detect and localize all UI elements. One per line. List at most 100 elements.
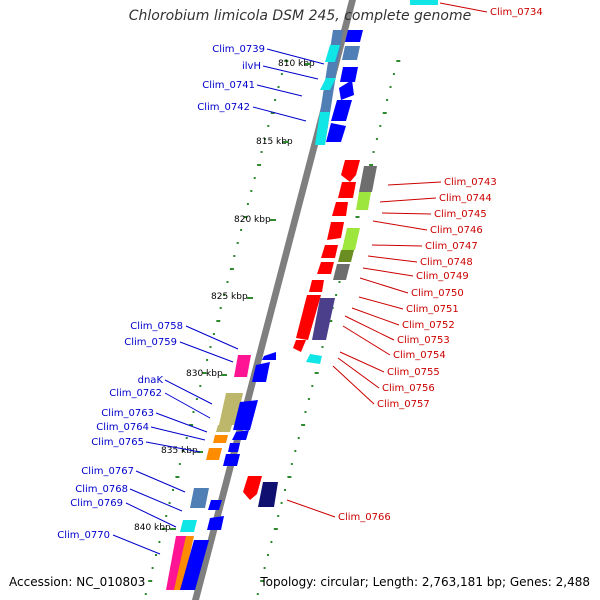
scale-label-815: 815 kbp: [256, 137, 293, 147]
leader-line: [344, 315, 395, 341]
track-tick: [379, 125, 382, 127]
gene-label[interactable]: Clim_0744: [439, 193, 492, 204]
gene-label[interactable]: Clim_0742: [197, 102, 250, 113]
track-tick: [284, 60, 289, 62]
genome-summary-text: Topology: circular; Length: 2,763,181 bp…: [260, 575, 590, 589]
track-tick: [182, 450, 185, 452]
gene-label[interactable]: Clim_0746: [430, 225, 483, 236]
track-tick: [263, 567, 266, 569]
track-tick: [243, 216, 248, 218]
track-tick: [274, 99, 277, 101]
track-tick: [253, 177, 256, 179]
gene-label[interactable]: Clim_0751: [406, 304, 459, 315]
leader-line: [342, 325, 391, 356]
gene-label[interactable]: ilvH: [242, 61, 261, 72]
leader-line: [252, 106, 307, 122]
track-tick: [392, 73, 395, 75]
gene-label[interactable]: Clim_0743: [444, 177, 497, 188]
leader-line: [358, 296, 404, 310]
gene-label[interactable]: Clim_0749: [416, 271, 469, 282]
gene-label[interactable]: Clim_0748: [420, 257, 473, 268]
gene-block-cyan: [320, 78, 336, 90]
track-tick: [223, 294, 226, 296]
track-tick: [226, 281, 229, 283]
track-tick: [328, 320, 333, 322]
gene-label[interactable]: Clim_0741: [202, 80, 255, 91]
track-tick: [199, 385, 202, 387]
gene-label[interactable]: dnaK: [138, 375, 164, 386]
gene-arrow-blue: [232, 430, 249, 440]
gene-label[interactable]: Clim_0764: [96, 422, 149, 433]
gene-label[interactable]: Clim_0734: [490, 7, 543, 18]
track-tick: [277, 86, 280, 88]
track-tick: [192, 411, 195, 413]
track-tick: [284, 489, 286, 491]
gene-label[interactable]: Clim_0758: [130, 321, 183, 332]
gene-label[interactable]: Clim_0769: [70, 498, 123, 509]
gene-label[interactable]: Clim_0754: [393, 350, 446, 361]
gene-label[interactable]: Clim_0755: [387, 367, 440, 378]
track-tick: [280, 73, 283, 75]
gene-labels-right: Clim_0734 Clim_0743 Clim_0744 Clim_0745 …: [338, 7, 543, 523]
gene-label[interactable]: Clim_0753: [397, 335, 450, 346]
gene-arrow-red: [341, 160, 360, 182]
track-tick: [297, 437, 300, 439]
leader-line: [155, 412, 208, 433]
gene-arrow-blue: [228, 443, 240, 452]
gene-label[interactable]: Clim_0770: [57, 530, 110, 541]
track-tick: [314, 372, 319, 374]
gene-block-cyan: [180, 520, 197, 532]
gene-arrow-red: [243, 476, 262, 500]
track-tick: [175, 476, 180, 478]
gene-arrow-blue: [223, 454, 240, 466]
gene-label[interactable]: Clim_0739: [212, 44, 265, 55]
gene-label[interactable]: Clim_0765: [91, 437, 144, 448]
leader-line: [262, 65, 319, 80]
gene-arrow-blue: [252, 362, 270, 382]
track-tick: [148, 580, 153, 582]
track-tick: [246, 203, 249, 205]
gene-label[interactable]: Clim_0768: [75, 484, 128, 495]
leader-line: [129, 488, 183, 512]
gene-label[interactable]: Clim_0767: [81, 466, 134, 477]
leader-line: [112, 534, 161, 555]
gene-label[interactable]: Clim_0756: [382, 383, 435, 394]
leader-line: [387, 181, 442, 186]
track-tick: [263, 138, 266, 140]
track-tick: [267, 554, 269, 556]
gene-label[interactable]: Clim_0762: [109, 388, 162, 399]
track-tick: [369, 164, 374, 166]
gene-block-orange: [174, 536, 194, 590]
gene-block-magenta: [234, 355, 251, 377]
leader-lines-left: [112, 48, 325, 555]
track-tick: [256, 593, 259, 595]
leader-line: [145, 441, 201, 453]
gene-label[interactable]: Clim_0745: [434, 209, 487, 220]
gene-label[interactable]: Clim_0759: [124, 337, 177, 348]
gene-block-slate: [312, 298, 335, 340]
track-tick: [257, 164, 262, 166]
gene-label[interactable]: Clim_0766: [338, 512, 391, 523]
gene-labels-left: Clim_0739 ilvH Clim_0741 Clim_0742 Clim_…: [57, 44, 265, 541]
track-tick: [219, 307, 222, 309]
gene-label[interactable]: Clim_0750: [411, 288, 464, 299]
gene-label[interactable]: Clim_0757: [377, 399, 430, 410]
track-tick: [267, 125, 270, 127]
track-tick: [189, 424, 194, 426]
track-tick: [195, 398, 198, 400]
leader-line: [372, 220, 428, 231]
track-tick: [165, 515, 168, 517]
gene-label[interactable]: Clim_0747: [425, 241, 478, 252]
track-tick: [168, 502, 171, 504]
gene-arrow-blue: [331, 100, 352, 121]
gene-label[interactable]: Clim_0752: [402, 320, 455, 331]
track-tick: [260, 580, 265, 582]
gene-label[interactable]: Clim_0763: [101, 408, 154, 419]
leader-line: [150, 426, 206, 441]
leader-line: [332, 365, 375, 405]
gene-block-olive: [338, 250, 354, 262]
major-tick-820: [270, 219, 276, 221]
major-tick-840: [170, 528, 176, 530]
